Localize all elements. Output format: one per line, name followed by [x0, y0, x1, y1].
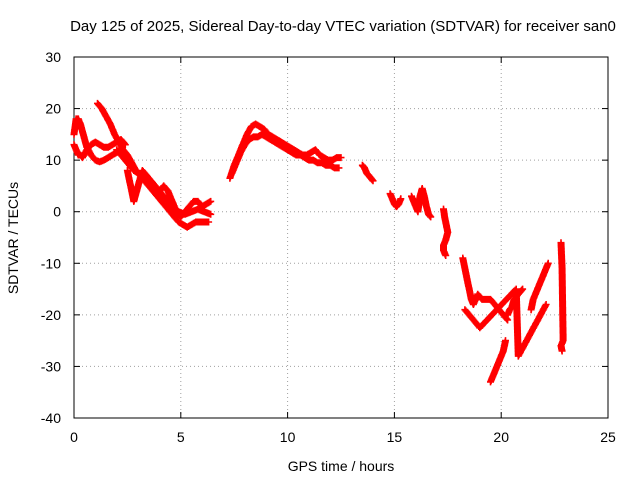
series-arc17 — [461, 285, 550, 360]
y-tick-label: 0 — [53, 204, 61, 220]
axis-ticks: 0 5 10 15 20 25 -40 -30 -20 -10 0 10 20 30 — [41, 49, 616, 445]
y-tick-label: -30 — [41, 358, 61, 374]
x-tick-label: 5 — [177, 429, 185, 445]
data-point-markers — [461, 285, 550, 360]
x-tick-label: 20 — [493, 429, 509, 445]
data-point-markers — [228, 130, 343, 177]
series-arc8 — [358, 161, 377, 185]
data-point-markers — [440, 205, 452, 259]
y-tick-label: -40 — [41, 410, 61, 426]
series-arc15 — [527, 259, 552, 314]
x-tick-label: 10 — [280, 429, 296, 445]
y-axis-label: SDTVAR / TECUs — [5, 182, 21, 294]
data-point-markers — [557, 239, 567, 355]
plot-frame — [73, 56, 609, 419]
series-arc16 — [557, 239, 567, 355]
series-arc11 — [440, 205, 452, 259]
data-point-markers — [358, 161, 377, 185]
data-point-markers — [408, 185, 435, 221]
data-point-markers — [487, 337, 509, 386]
series-arc13 — [487, 337, 509, 386]
data-point-markers — [386, 190, 405, 211]
series-arc12 — [459, 254, 512, 324]
y-tick-label: -10 — [41, 255, 61, 271]
x-tick-label: 15 — [387, 429, 403, 445]
series-arc9 — [386, 190, 405, 211]
y-tick-label: 20 — [45, 101, 61, 117]
chart-title: Day 125 of 2025, Sidereal Day-to-day VTE… — [70, 18, 616, 35]
y-tick-label: -20 — [41, 307, 61, 323]
series-arc5 — [123, 167, 215, 218]
x-axis-label: GPS time / hours — [288, 458, 395, 474]
series-arc10 — [408, 185, 435, 221]
x-tick-label: 25 — [600, 429, 616, 445]
data-point-markers — [123, 167, 215, 218]
data-marks — [70, 99, 567, 386]
grid — [74, 57, 608, 418]
data-point-markers — [459, 254, 512, 324]
y-tick-label: 30 — [45, 49, 61, 65]
x-tick-label: 0 — [70, 429, 78, 445]
data-point-markers — [527, 259, 552, 314]
series-arc7 — [228, 130, 343, 177]
y-tick-label: 10 — [45, 152, 61, 168]
